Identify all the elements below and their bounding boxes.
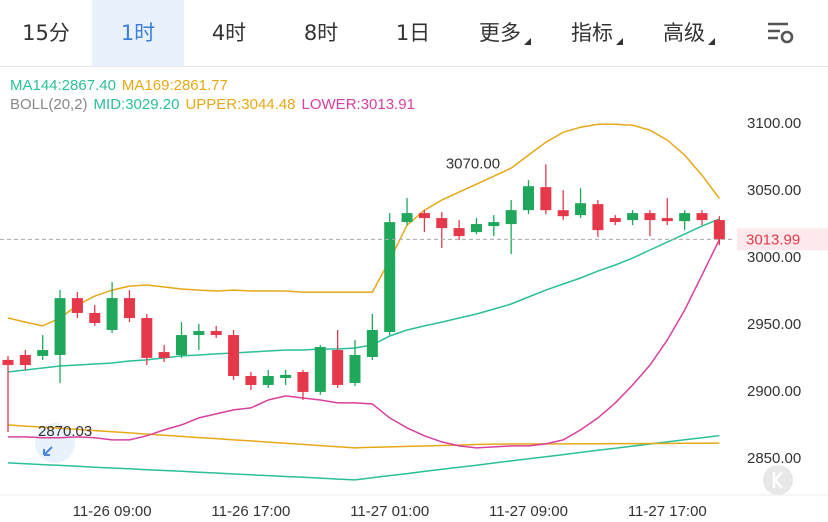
- legend-entry: LOWER:3013.91: [301, 96, 415, 113]
- candle-body: [661, 218, 673, 222]
- y-tick-label: 2900.00: [747, 383, 801, 400]
- tab[interactable]: 1时: [92, 0, 184, 66]
- candle-body: [71, 298, 83, 313]
- tab[interactable]: 1日: [395, 21, 431, 45]
- candle-body: [245, 376, 257, 385]
- tab[interactable]: 15分: [22, 21, 70, 45]
- candle-body: [540, 187, 552, 211]
- candle-body: [418, 213, 430, 219]
- candle-body: [505, 210, 517, 225]
- tab[interactable]: 高级: [663, 21, 705, 45]
- last-price-badge: [737, 228, 828, 251]
- settings-icon[interactable]: [766, 20, 796, 46]
- candle-body: [176, 335, 187, 355]
- candle-body: [575, 203, 587, 216]
- candle-body: [262, 376, 274, 385]
- k-button-icon: [772, 471, 783, 489]
- candle-body: [679, 213, 691, 222]
- candle-body: [19, 354, 31, 366]
- candle-body: [141, 318, 153, 358]
- tab[interactable]: 8时: [303, 21, 339, 45]
- indicator-line: [7, 434, 720, 481]
- candle-body: [123, 298, 135, 319]
- candle-body: [696, 213, 708, 221]
- candle-body: [609, 218, 621, 223]
- candle-body: [106, 298, 118, 330]
- candle-body: [644, 213, 656, 221]
- dropdown-arrow: [524, 38, 531, 45]
- candle-body: [627, 213, 639, 221]
- extreme-annotation: 2870.03: [38, 423, 92, 440]
- settings-glyph: [768, 22, 794, 44]
- candle-body: [193, 331, 205, 336]
- indicator-line: [7, 218, 720, 373]
- tab[interactable]: 更多: [479, 21, 521, 45]
- low-marker-icon: [43, 446, 53, 456]
- tab-bar: 15分 1时 4时 8时 1日 更多 指标 高级: [0, 0, 828, 67]
- last-price-label: 3013.99: [746, 231, 800, 248]
- indicator-label: BOLL(20,2): [10, 96, 88, 113]
- candle-body: [349, 354, 361, 383]
- candle-body: [37, 350, 49, 356]
- candle-body: [592, 204, 604, 231]
- extreme-annotation: 3070.00: [446, 155, 500, 172]
- k-button[interactable]: [763, 465, 793, 495]
- tab[interactable]: 指标: [571, 21, 613, 45]
- y-tick-label: 3100.00: [747, 115, 801, 132]
- dropdown-arrow: [616, 38, 623, 45]
- candle-body: [210, 331, 222, 336]
- candle-body: [332, 350, 344, 385]
- candle-body: [384, 222, 396, 332]
- x-tick-label: 11-27 09:00: [489, 503, 568, 520]
- legend-entry: MID:3029.20: [93, 96, 180, 113]
- indicator-line: [7, 424, 720, 449]
- candle-body: [453, 228, 465, 237]
- x-tick-label: 11-27 17:00: [628, 503, 707, 520]
- y-tick-label: 3050.00: [747, 182, 801, 199]
- y-tick-label: 3000.00: [747, 249, 801, 266]
- candle-body: [523, 186, 534, 211]
- candle-body: [488, 222, 500, 227]
- candle-body: [314, 346, 326, 392]
- legend-entry: MA144:2867.40: [10, 77, 116, 94]
- candle-body: [401, 213, 413, 223]
- candle-body: [89, 312, 101, 323]
- x-tick-label: 11-27 01:00: [350, 503, 429, 520]
- candle-body: [297, 371, 309, 392]
- x-tick-label: 11-26 17:00: [211, 503, 290, 520]
- legend-entry: UPPER:3044.48: [185, 96, 296, 113]
- chart: 2850.00 2900.00 2950.00 3000.00 3050.00 3100.…: [0, 115, 828, 520]
- candle-body: [557, 210, 569, 217]
- candle-body: [713, 220, 725, 240]
- dropdown-arrow: [708, 38, 715, 45]
- y-tick-label: 2850.00: [747, 450, 801, 467]
- candle-body: [470, 224, 482, 233]
- ma-legend: MA144:2867.40 MA169:2861.77: [10, 77, 228, 94]
- indicator-line: [8, 239, 721, 449]
- candle-body: [2, 359, 14, 366]
- y-tick-label: 2950.00: [747, 316, 801, 333]
- candle-body: [280, 374, 292, 379]
- x-tick-label: 11-26 09:00: [73, 503, 152, 520]
- candle-body: [158, 352, 170, 358]
- candle-body: [436, 218, 448, 229]
- candle-body: [366, 329, 378, 357]
- candle-body: [54, 298, 66, 355]
- tab[interactable]: 4时: [211, 21, 247, 45]
- indicator-line: [7, 123, 721, 327]
- boll-legend: BOLL(20,2) MID:3029.20 UPPER:3044.48 LOWER:…: [10, 96, 415, 113]
- legend-entry: MA169:2861.77: [121, 77, 228, 94]
- candle-body: [228, 335, 240, 377]
